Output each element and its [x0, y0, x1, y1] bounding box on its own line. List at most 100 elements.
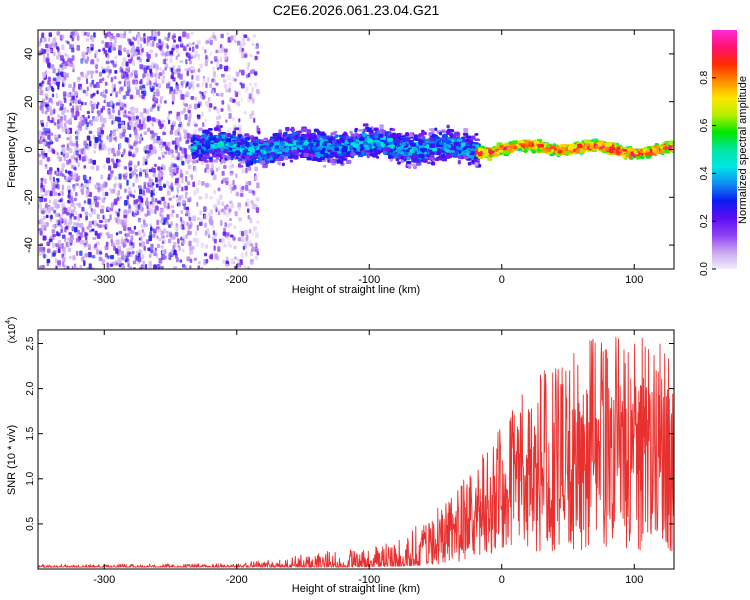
spectrogram-cell [84, 31, 87, 36]
spectrogram-cell [172, 64, 176, 69]
spectrogram-cell [362, 132, 367, 137]
spectrogram-cell [251, 137, 257, 142]
spectrogram-cell [109, 130, 113, 134]
spectrogram-cell [123, 214, 128, 219]
spectrogram-cell [101, 143, 106, 148]
spectrogram-cell [423, 159, 427, 163]
spectrogram-cell [148, 149, 152, 153]
spectrogram-cell [45, 214, 49, 219]
spectrogram-cell [52, 109, 56, 114]
spectrogram-cell [93, 84, 97, 89]
spectrogram-cell [108, 110, 111, 115]
spectrogram-cell [216, 148, 222, 153]
spectrogram-cell [57, 68, 61, 73]
spectrogram-cell [306, 149, 311, 154]
spectrogram-cell [62, 153, 66, 158]
spectrogram-cell [216, 110, 220, 115]
spectrogram-cell [106, 262, 110, 269]
spectrogram-cell [66, 212, 70, 216]
spectrogram-cell [439, 144, 444, 148]
spectrogram-cell [180, 110, 184, 115]
spectrogram-cell [472, 143, 476, 147]
spectrogram-cell [272, 133, 278, 137]
spectrogram-cell [44, 110, 48, 115]
spectrogram-cell [67, 170, 72, 175]
spectrogram-cell [69, 255, 72, 260]
spectrogram-cell [201, 122, 205, 128]
spectrogram-cell [93, 150, 96, 154]
spectrogram-cell [39, 230, 43, 236]
spectrogram-cell [108, 149, 111, 156]
spectrogram-cell [249, 53, 253, 58]
spectrogram-cell [123, 209, 128, 214]
spectrogram-cell [148, 177, 152, 183]
spectrogram-cell [98, 219, 103, 224]
spectrogram-cell [241, 69, 245, 76]
spectrogram-cell [252, 98, 255, 104]
spectrogram-cell [237, 257, 240, 262]
spectrogram-cell [307, 129, 312, 134]
spectrogram-cell [378, 133, 384, 138]
spectrogram-cell [234, 90, 237, 96]
spectrogram-cell [217, 187, 221, 192]
spectrogram-cell [50, 206, 54, 211]
spectrogram-cell [216, 66, 220, 71]
spectrogram-cell [135, 176, 139, 183]
spectrogram-cell [227, 232, 230, 238]
spectrogram-cell [54, 134, 59, 138]
spectrogram-cell [43, 37, 47, 43]
spectrogram-cell [312, 156, 319, 162]
spectrogram-cell [78, 97, 81, 103]
spectrogram-cell [122, 255, 126, 261]
spectrogram-cell [98, 110, 101, 117]
spectrogram-cell [58, 199, 62, 203]
spectrogram-cell [219, 125, 223, 128]
spectrogram-cell [48, 169, 53, 175]
spectrogram-cell [474, 133, 479, 136]
spectrogram-cell [52, 201, 56, 206]
spectrogram-cell [176, 194, 179, 198]
spectrogram-cell [188, 139, 192, 143]
spectrogram-cell [197, 56, 201, 61]
spectrogram-cell [133, 225, 136, 230]
spectrogram-cell [75, 140, 79, 147]
spectrogram-cell [205, 82, 208, 89]
spectrogram-cell [236, 144, 241, 148]
spectrogram-cell [65, 169, 68, 174]
spectrogram-cell [86, 267, 89, 269]
spectrogram-cell [119, 32, 123, 38]
spectrogram-cell [135, 147, 139, 153]
spectrogram-cell [217, 166, 221, 171]
spectrogram-cell [52, 182, 56, 188]
spectrogram-cell [171, 209, 175, 214]
spectrogram-cell [106, 206, 110, 210]
spectrogram-cell [190, 96, 195, 100]
spectrogram-cell [128, 204, 131, 209]
spectrogram-cell [137, 204, 141, 210]
spectrogram-cell [208, 183, 211, 188]
spectrogram-cell [115, 239, 120, 246]
spectrogram-cell [457, 160, 461, 165]
spectrogram-cell [170, 67, 174, 73]
spectrogram-cell [197, 265, 200, 269]
spectrogram-cell [68, 158, 72, 163]
spectrogram-cell [82, 184, 85, 190]
spectrogram-cell [188, 134, 192, 140]
spectrogram-cell [119, 195, 123, 200]
spectrogram-cell [48, 199, 51, 204]
spectrogram-cell [215, 92, 219, 97]
spectrogram-cell [178, 202, 181, 208]
spectrogram-cell [60, 148, 64, 152]
spectrogram-cell [174, 231, 179, 237]
spectrogram-cell [113, 36, 116, 41]
spectrogram-cell [155, 177, 158, 183]
spectrogram-cell [106, 267, 110, 269]
spectrogram-cell [46, 258, 51, 264]
spectrogram-cell [192, 85, 195, 91]
spectrogram-cell [298, 130, 302, 134]
spectrogram-cell [241, 231, 245, 237]
spectrogram-cell [68, 219, 73, 225]
spectrogram-cell [77, 76, 81, 81]
spectrogram-cell [117, 116, 121, 123]
